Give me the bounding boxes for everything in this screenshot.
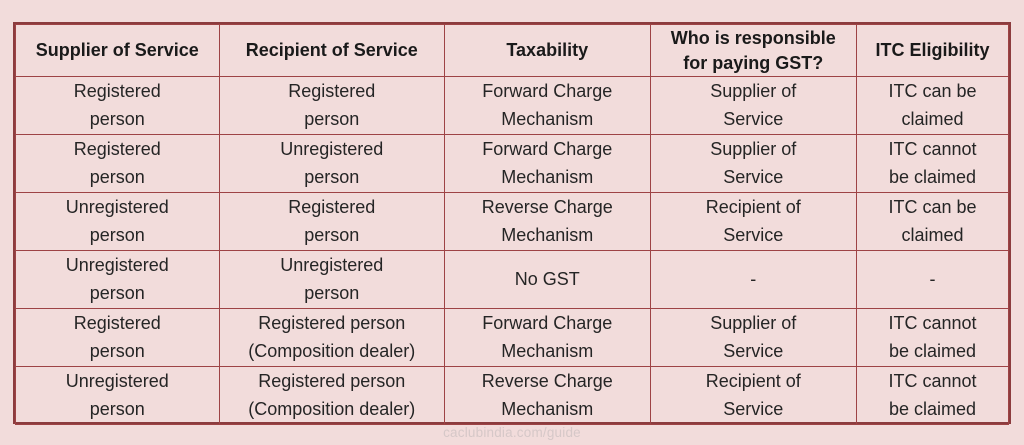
table-row: Registered person Registered person Forw… — [15, 76, 1009, 135]
table-cell: - — [649, 250, 858, 309]
table-cell: Registered person (Composition dealer) — [218, 308, 445, 367]
table-cell: Registered person — [15, 134, 220, 193]
table-cell: Unregistered person — [15, 192, 220, 251]
table-cell: Unregistered person — [218, 134, 445, 193]
table-cell: Registered person — [218, 76, 445, 135]
table-cell: Forward Charge Mechanism — [443, 308, 651, 367]
table-cell: Supplier of Service — [649, 76, 858, 135]
table-cell: - — [856, 250, 1009, 309]
table-cell: Reverse Charge Mechanism — [443, 366, 651, 425]
table-cell: ITC cannot be claimed — [856, 308, 1009, 367]
header-row: Supplier of Service Recipient of Service… — [15, 24, 1009, 77]
gst-service-taxability-table: Supplier of Service Recipient of Service… — [13, 22, 1011, 425]
table-cell: Forward Charge Mechanism — [443, 134, 651, 193]
table-cell: Supplier of Service — [649, 134, 858, 193]
table-cell: Recipient of Service — [649, 366, 858, 425]
table-row: Registered person Unregistered person Fo… — [15, 134, 1009, 193]
table-cell: Unregistered person — [15, 366, 220, 425]
table-cell: Reverse Charge Mechanism — [443, 192, 651, 251]
table-cell: Recipient of Service — [649, 192, 858, 251]
table-row: Unregistered person Registered person (C… — [15, 366, 1009, 425]
table-row: Registered person Registered person (Com… — [15, 308, 1009, 367]
table-cell: ITC can be claimed — [856, 192, 1009, 251]
table-cell: Registered person — [218, 192, 445, 251]
table-cell: Unregistered person — [15, 250, 220, 309]
header-cell-itc-eligibility: ITC Eligibility — [856, 24, 1009, 77]
table-cell: ITC cannot be claimed — [856, 134, 1009, 193]
header-cell-responsible: Who is responsible for paying GST? — [649, 24, 858, 77]
table-cell: Registered person — [15, 308, 220, 367]
header-cell-supplier: Supplier of Service — [15, 24, 220, 77]
table-cell: No GST — [443, 250, 651, 309]
table-cell: Registered person — [15, 76, 220, 135]
table-cell: ITC can be claimed — [856, 76, 1009, 135]
table-row: Unregistered person Unregistered person … — [15, 250, 1009, 309]
table-cell: Registered person (Composition dealer) — [218, 366, 445, 425]
table-cell: ITC cannot be claimed — [856, 366, 1009, 425]
table-row: Unregistered person Registered person Re… — [15, 192, 1009, 251]
watermark-text: caclubindia.com/guide — [443, 425, 581, 440]
table-cell: Forward Charge Mechanism — [443, 76, 651, 135]
table-cell: Supplier of Service — [649, 308, 858, 367]
data-table: Supplier of Service Recipient of Service… — [15, 24, 1009, 425]
header-cell-recipient: Recipient of Service — [218, 24, 445, 77]
header-cell-taxability: Taxability — [443, 24, 651, 77]
table-cell: Unregistered person — [218, 250, 445, 309]
